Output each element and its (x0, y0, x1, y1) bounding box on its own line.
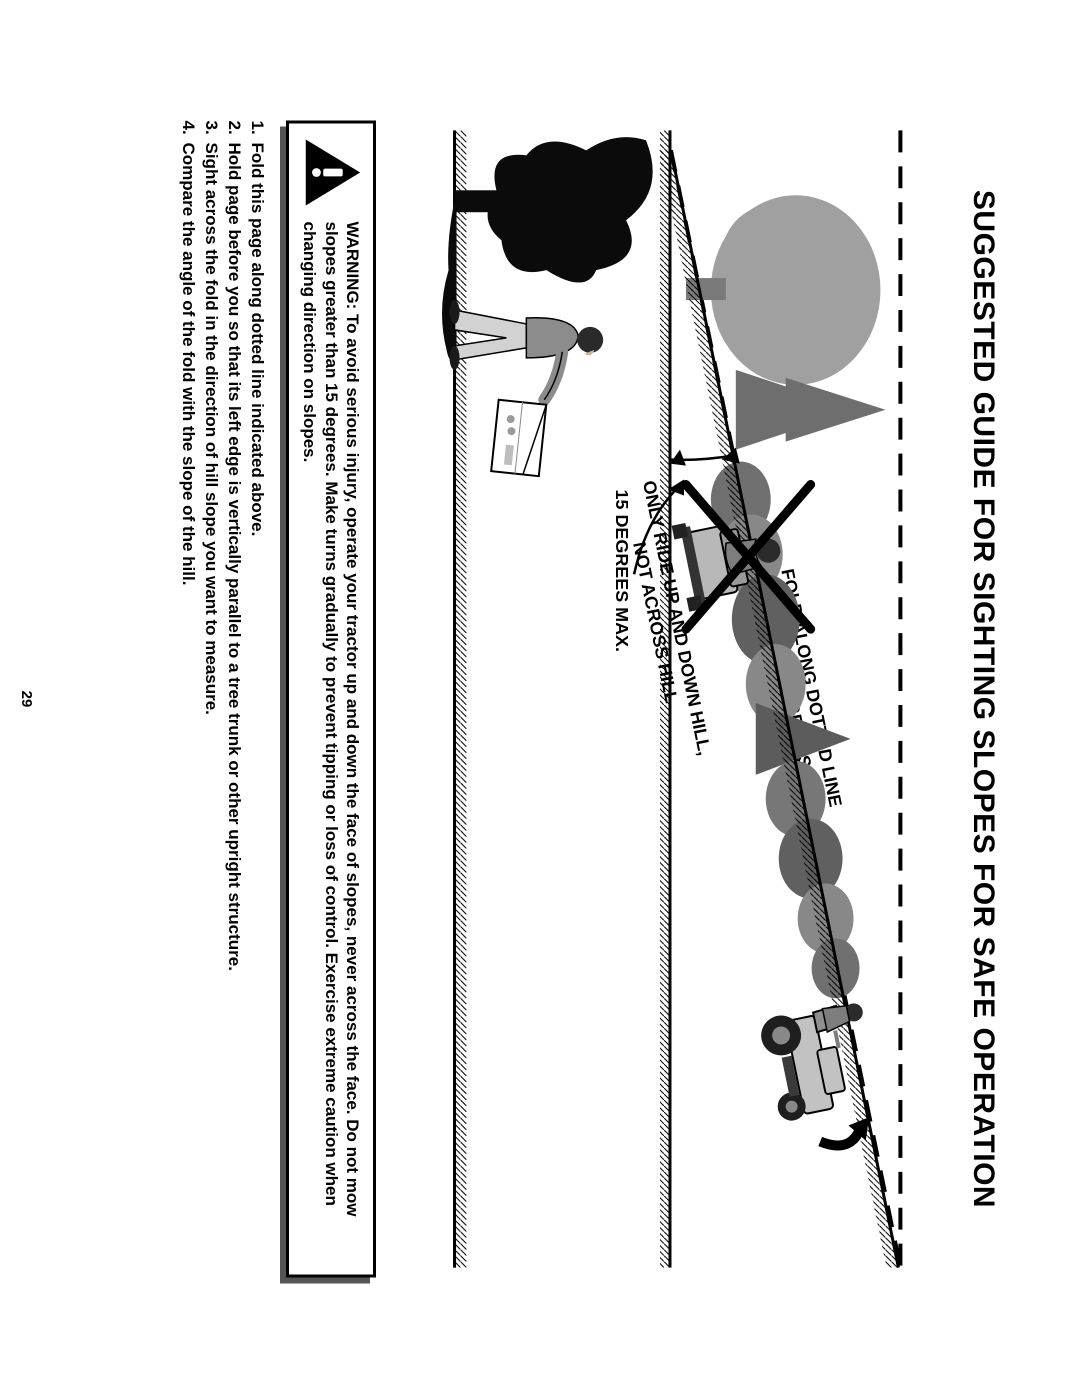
page-title: SUGGESTED GUIDE FOR SIGHTING SLOPES FOR … (966, 100, 1000, 1297)
step-num: 2. (222, 120, 245, 142)
step-text: Hold page before you so that its left ed… (222, 142, 245, 1277)
step-text: Sight across the fold in the direction o… (199, 142, 222, 1277)
page-number: 29 (18, 690, 35, 707)
step-text: Compare the angle of the fold with the s… (177, 142, 200, 1277)
sighting-person (450, 300, 604, 476)
slope-diagram: FOLD ALONG DOTTED LINE THIS IS A 15 DEGR… (386, 100, 946, 1297)
diagram-svg: FOLD ALONG DOTTED LINE THIS IS A 15 DEGR… (386, 100, 946, 1297)
step-num: 4. (177, 120, 200, 142)
step-num: 1. (245, 120, 268, 142)
warning-text: WARNING: To avoid serious injury, operat… (299, 221, 363, 1260)
angle-label: 15 DEGREES MAX. (612, 489, 632, 651)
warning-lead: WARNING: (343, 221, 362, 309)
step-text: Fold this page along dotted line indicat… (245, 142, 268, 1277)
instruction-steps: 1.Fold this page along dotted line indic… (177, 120, 269, 1277)
warning-box: WARNING: To avoid serious injury, operat… (286, 120, 376, 1277)
warning-body: To avoid serious injury, operate your tr… (301, 221, 363, 1216)
step-num: 3. (199, 120, 222, 142)
warning-triangle-icon (301, 137, 363, 207)
